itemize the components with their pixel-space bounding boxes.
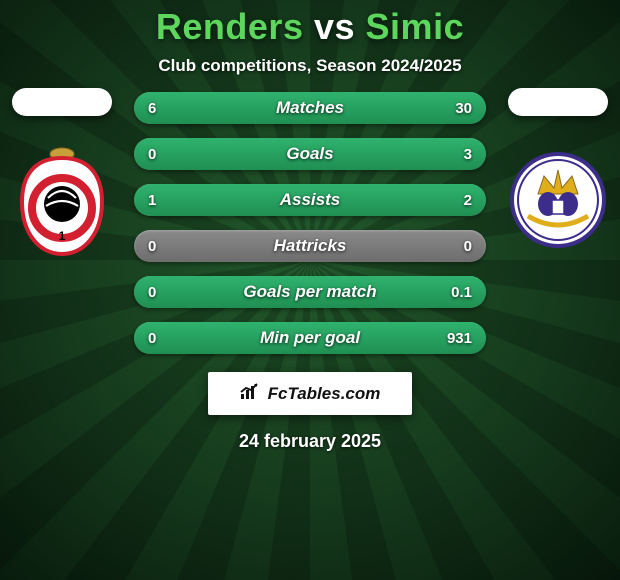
svg-text:1: 1 — [59, 229, 66, 243]
branding-icon — [240, 382, 262, 405]
stat-label: Goals — [286, 144, 333, 164]
date-text: 24 february 2025 — [239, 431, 381, 452]
stat-bar: 1 Assists 2 — [134, 184, 486, 216]
stat-value-left: 1 — [148, 192, 156, 209]
right-flag — [508, 88, 608, 116]
right-club-column — [498, 88, 618, 260]
stat-value-left: 0 — [148, 238, 156, 255]
stat-label: Goals per match — [243, 282, 376, 302]
stat-value-left: 6 — [148, 100, 156, 117]
branding-box: FcTables.com — [208, 372, 413, 415]
comparison-title: Renders vs Simic Renders vs Simic — [156, 6, 464, 48]
branding-text: FcTables.com — [268, 384, 381, 404]
subtitle: Club competitions, Season 2024/2025 — [158, 56, 461, 76]
stat-bar: 6 Matches 30 — [134, 92, 486, 124]
stat-label: Matches — [276, 98, 344, 118]
stat-bar: 0 Min per goal 931 — [134, 322, 486, 354]
stat-bar: 0 Goals per match 0.1 — [134, 276, 486, 308]
left-flag — [12, 88, 112, 116]
stat-value-right: 30 — [455, 100, 472, 117]
stat-value-left: 0 — [148, 284, 156, 301]
right-club-badge — [508, 140, 608, 260]
stat-value-left: 0 — [148, 146, 156, 163]
stat-value-right: 3 — [464, 146, 472, 163]
stat-value-left: 0 — [148, 330, 156, 347]
stat-value-right: 0.1 — [451, 284, 472, 301]
stat-label: Min per goal — [260, 328, 360, 348]
stat-value-right: 2 — [464, 192, 472, 209]
stat-value-right: 0 — [464, 238, 472, 255]
stat-label: Assists — [280, 190, 340, 210]
stat-bar: 0 Hattricks 0 — [134, 230, 486, 262]
left-club-column: 1 — [2, 88, 122, 260]
left-club-badge: 1 — [12, 140, 112, 260]
stats-column: 6 Matches 30 0 Goals 3 1 Assists 2 0 Hattricks 0 0 Go… — [122, 92, 498, 354]
stat-bar: 0 Goals 3 — [134, 138, 486, 170]
stat-value-right: 931 — [447, 330, 472, 347]
stat-label: Hattricks — [274, 236, 347, 256]
